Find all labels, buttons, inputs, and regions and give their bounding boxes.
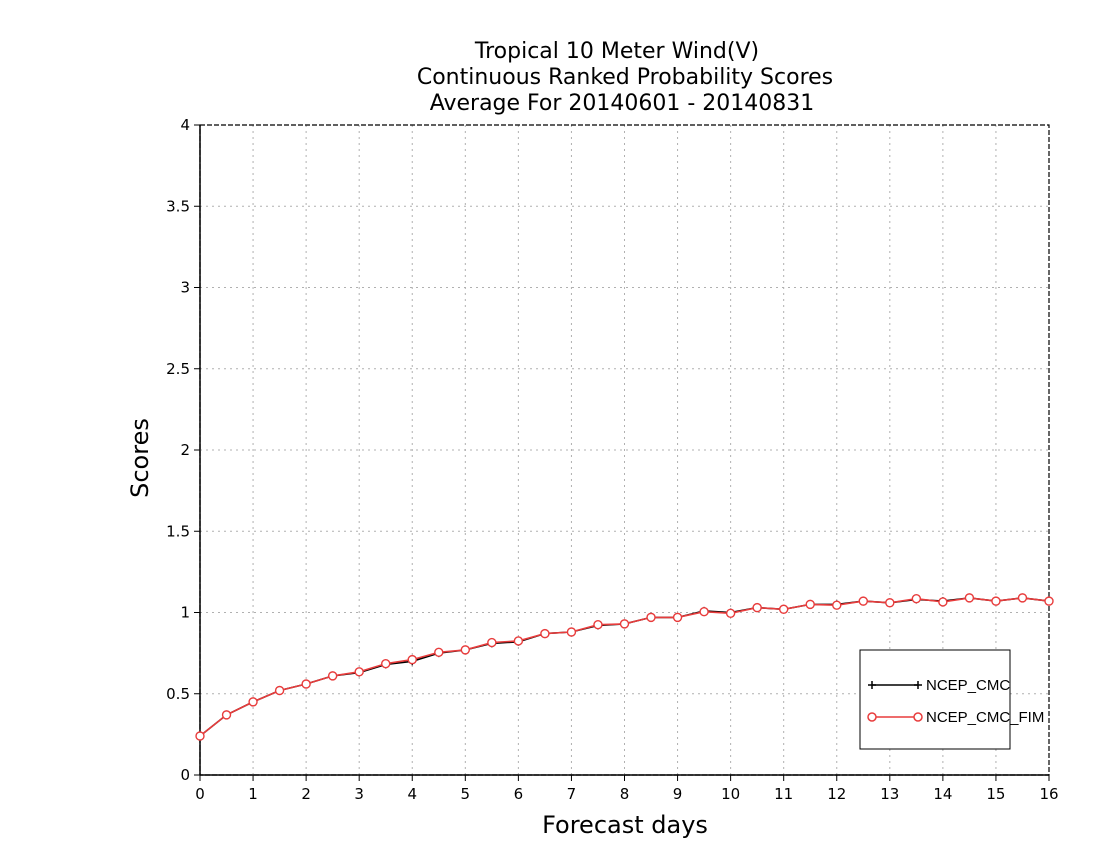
data-point [540,628,550,639]
legend-label-ncep-cmc: NCEP_CMC [926,677,1010,694]
data-point [434,647,444,658]
series-ncep-cmc-fim [195,593,1054,741]
y-tick-label: 1.5 [166,522,190,540]
data-point [221,710,232,720]
legend: NCEP_CMC NCEP_CMC_FIM [859,649,1044,750]
data-point [832,600,842,610]
x-tick-label: 6 [514,785,524,803]
data-point [672,612,683,623]
data-point [805,599,815,610]
y-tick-label: 2.5 [166,360,190,378]
x-tick-label: 10 [721,785,740,803]
y-tick-label: 0.5 [166,685,190,703]
data-point [911,593,922,604]
legend-box [859,649,1011,750]
data-point [195,731,205,741]
x-tick-label: 1 [248,785,258,803]
x-tick-label: 13 [880,785,899,803]
data-point [778,604,789,614]
data-point [619,619,630,629]
x-tick-label: 2 [301,785,311,803]
data-point [858,596,868,606]
data-point [885,598,895,608]
data-point [752,602,762,613]
data-point [725,608,736,619]
data-point [991,596,1001,606]
data-point [301,679,311,689]
x-axis-ticks: 0 1 2 3 4 5 6 7 8 9 10 11 12 13 14 15 16 [195,775,1059,803]
legend-marker-ncep-cmc-fim-left [867,712,877,722]
legend-marker-ncep-cmc-fim-right [913,712,923,722]
x-tick-label: 4 [407,785,417,803]
x-tick-label: 0 [195,785,205,803]
x-tick-label: 3 [354,785,364,803]
plot-frame [199,124,1050,776]
data-point [487,637,497,648]
y-tick-label: 1 [180,604,190,622]
y-tick-label: 2 [180,441,190,459]
data-point [646,612,656,623]
x-tick-label: 12 [827,785,846,803]
data-point [699,606,709,617]
x-tick-label: 8 [620,785,630,803]
x-tick-label: 16 [1039,785,1058,803]
data-point [274,685,285,696]
data-point [381,658,391,669]
chart-title: Tropical 10 Meter Wind(V) Continuous Ran… [417,39,833,116]
data-point [327,671,338,681]
series-layer [195,593,1054,741]
title-line-3: Average For 20140601 - 20140831 [430,91,815,116]
data-point [248,697,258,707]
y-axis-ticks: 0 0.5 1 1.5 2 2.5 3 3.5 4 [166,116,200,784]
x-axis-title: Forecast days [542,811,708,839]
x-tick-label: 7 [567,785,577,803]
x-tick-label: 9 [673,785,683,803]
x-tick-label: 11 [774,785,793,803]
legend-marker-ncep-cmc [868,681,922,689]
data-point [354,667,364,677]
data-point [460,645,471,655]
title-line-2: Continuous Ranked Probability Scores [417,65,833,90]
y-axis-title: Scores [126,418,154,498]
x-tick-label: 14 [933,785,952,803]
data-point [593,619,603,630]
x-tick-label: 5 [461,785,471,803]
data-point [513,636,524,646]
data-point [407,654,417,665]
data-point [566,627,577,637]
title-line-1: Tropical 10 Meter Wind(V) [474,39,759,64]
x-tick-label: 15 [986,785,1005,803]
data-point [1017,593,1028,603]
data-point [1044,596,1054,606]
y-tick-label: 4 [180,116,190,134]
y-tick-label: 3 [180,279,190,297]
y-tick-label: 3.5 [166,197,190,215]
data-point [964,593,975,603]
legend-label-ncep-cmc-fim: NCEP_CMC_FIM [926,709,1044,726]
y-tick-label: 0 [180,766,190,784]
data-point [938,597,948,607]
